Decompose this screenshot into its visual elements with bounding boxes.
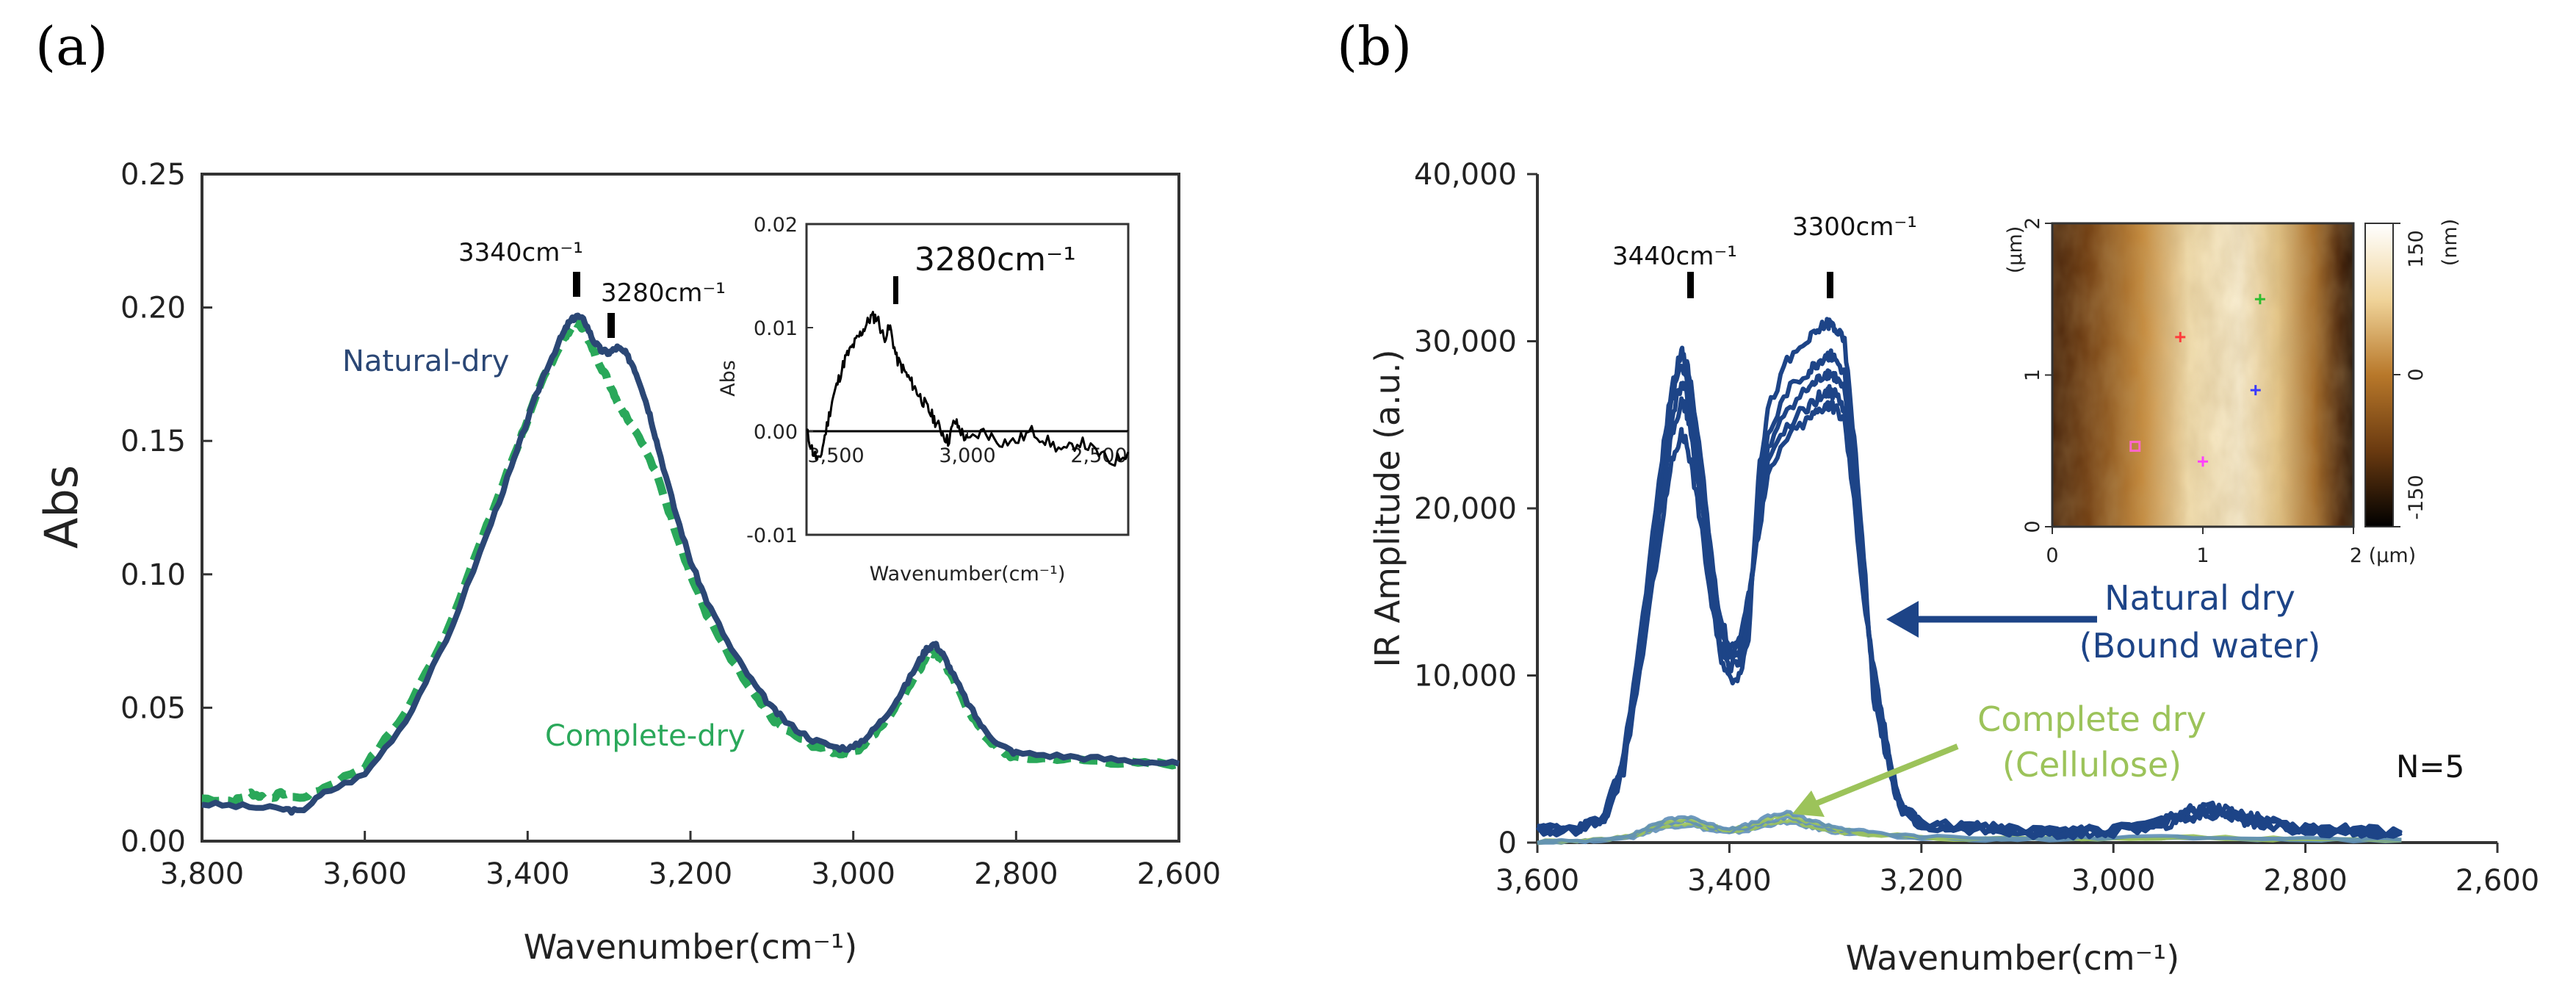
chart-b-ytick-label: 30,000 [1414,325,1517,359]
series-natural-dry-trace [1537,345,2402,838]
chart-a-xtick-label: 2,800 [974,857,1058,891]
series-label-complete-dry-line2: (Cellulose) [2002,745,2182,785]
chart-a-xtick-label: 3,800 [160,857,245,891]
chart-a-ytick-label: 0.05 [120,691,186,725]
chart-b-xtick-label: 2,600 [2456,864,2540,898]
chart-a-ytick-label: 0.00 [120,825,186,859]
afm-colorbar-tick-label: -150 [2405,475,2428,519]
chart-b-ytick-label: 0 [1498,826,1517,860]
inset-a-ytick-label: -0.01 [746,525,798,547]
chart-a-xtick-label: 3,200 [649,857,733,891]
afm-ytick-label: 2 [2021,217,2044,229]
series-label-natural-dry: Natural-dry [342,345,509,378]
chart-b-ytick-label: 10,000 [1414,660,1517,693]
peak-marker-3300 [1827,272,1833,298]
afm-texture [2052,223,2353,527]
chart-b-ytick-label: 40,000 [1414,158,1517,192]
n-label: N=5 [2396,749,2464,785]
afm-measure-point [2129,441,2141,453]
chart-b-xtick-label: 3,400 [1687,864,1772,898]
chart-a-xtick-label: 3,600 [322,857,407,891]
chart-a-ytick-label: 0.15 [120,425,186,458]
chart-a-xlabel: Wavenumber(cm⁻¹) [524,927,858,967]
panel-b-label: (b) [1337,15,1412,77]
arrow-head-complete-dry [1792,790,1825,817]
chart-b-ytick-label: 20,000 [1414,492,1517,526]
chart-a-ytick-label: 0.25 [120,158,186,192]
afm-xtick-label: 0 [2046,544,2058,567]
series-natural-dry-trace [1536,317,2403,840]
afm-measure-point [2198,456,2208,467]
peak-marker-3340 [573,272,580,297]
inset-a-ytick-label: 0.02 [754,214,798,237]
peak-marker-3280 [607,313,615,338]
chart-b-ylabel: IR Amplitude (a.u.) [1368,350,1407,668]
afm-colorbar-unit: (nm) [2439,219,2461,266]
inset-a-xtick-label: 3,500 [807,444,864,467]
chart-a-xtick-label: 3,400 [486,857,570,891]
inset-peak-label: 3280cm⁻¹ [914,241,1076,278]
chart-b: 3,600 3,400 3,200 3,000 2,800 2,600 0 10,000 20,… [1368,158,2539,978]
series-natural-dry [201,312,1180,816]
inset-peak-marker [893,276,898,304]
peak-label-3440: 3440cm⁻¹ [1612,242,1737,271]
afm-measure-point [2254,294,2265,305]
afm-xtick-label: 1 [2196,544,2209,567]
series-natural-dry-trace [1536,348,2403,840]
chart-b-xtick-label: 2,800 [2263,864,2348,898]
afm-measure-point [2250,385,2261,396]
inset-a-frame [805,223,1130,536]
afm-ytick-label: 0 [2021,520,2044,533]
afm-inset: 0 1 2 (μm) 0 1 2 150 0 -150 (μm) (nm) [2004,217,2461,567]
chart-b-xtick-label: 3,000 [2071,864,2156,898]
inset-a-ytick-label: 0.00 [754,421,798,444]
peak-marker-3440 [1687,272,1694,298]
afm-colorbar [2364,223,2394,527]
panel-a-label: (a) [35,15,108,77]
chart-a-inset: -0.010.000.010.023,500 3,000 2,500 3280cm⁻… [717,214,1130,585]
peak-label-3340: 3340cm⁻¹ [458,238,583,267]
inset-a-xlabel: Wavenumber(cm⁻¹) [870,563,1066,585]
afm-colorbar-tick-label: 0 [2405,368,2428,381]
chart-a-ytick-label: 0.20 [120,292,186,325]
afm-measure-point [2175,331,2186,342]
series-label-complete-dry-line1: Complete dry [1977,699,2207,739]
afm-ytick-label: 1 [2021,369,2044,381]
inset-a-ytick-label: 0.01 [754,317,798,340]
afm-colorbar-tick-label: 150 [2405,230,2428,268]
series-label-natural-dry-line1: Natural dry [2104,578,2295,618]
chart-a-xtick-label: 3,000 [811,857,895,891]
chart-a-ytick-label: 0.10 [120,558,186,592]
arrow-complete-dry [1807,743,1959,810]
chart-a: 3,800 3,600 3,400 3,200 3,000 2,800 2,600 0.00 0… [35,158,1221,967]
afm-y-unit: (μm) [2004,226,2027,274]
peak-label-3300: 3300cm⁻¹ [1792,212,1917,242]
series-label-complete-dry: Complete-dry [545,719,746,753]
inset-a-series [806,311,1130,467]
chart-a-xtick-label: 2,600 [1137,857,1222,891]
afm-xtick-label: 2 (μm) [2350,544,2416,567]
series-label-natural-dry-line2: (Bound water) [2079,626,2321,666]
inset-a-xtick-label: 3,000 [939,444,995,467]
chart-b-xlabel: Wavenumber(cm⁻¹) [1846,938,2180,978]
chart-a-ylabel: Abs [35,465,88,549]
arrow-head-natural-dry [1886,601,1919,638]
chart-b-xtick-label: 3,200 [1880,864,1964,898]
chart-b-xtick-label: 3,600 [1496,864,1580,898]
peak-label-3280: 3280cm⁻¹ [601,278,726,308]
inset-a-ylabel: Abs [717,360,740,397]
